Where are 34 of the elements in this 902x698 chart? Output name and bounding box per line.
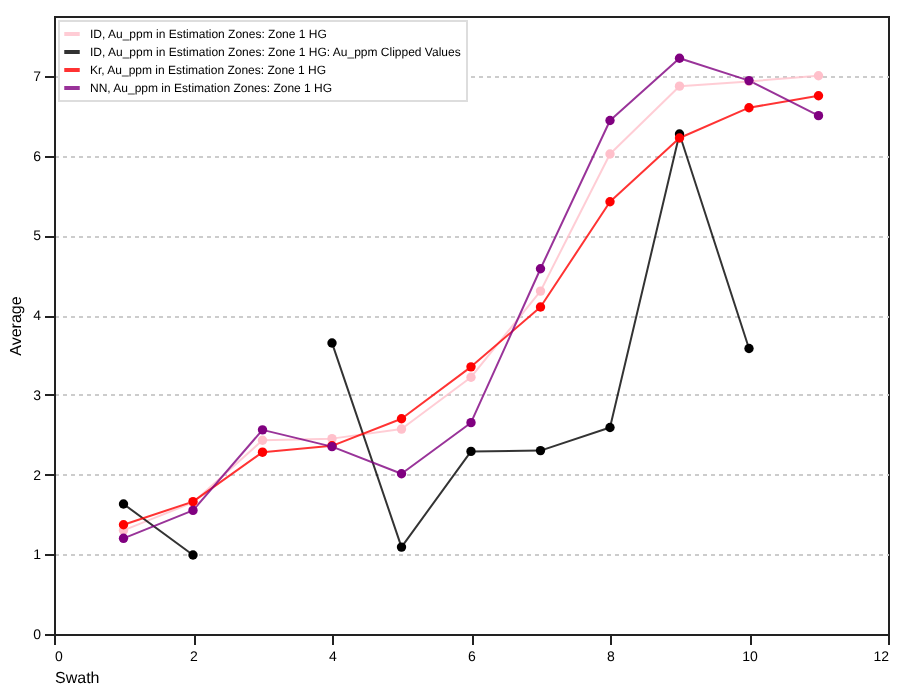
point xyxy=(257,447,268,457)
point xyxy=(813,111,824,121)
point xyxy=(605,115,615,126)
point xyxy=(257,435,268,445)
point xyxy=(396,542,407,552)
point xyxy=(744,343,754,354)
point xyxy=(535,302,546,312)
point xyxy=(813,91,824,101)
point xyxy=(605,149,615,159)
point xyxy=(188,505,198,516)
point xyxy=(605,197,615,207)
point xyxy=(118,520,129,530)
point xyxy=(396,469,407,479)
point xyxy=(466,418,476,428)
point xyxy=(188,550,198,560)
point xyxy=(118,499,129,509)
point xyxy=(535,264,546,274)
point xyxy=(674,81,685,91)
point xyxy=(466,362,476,372)
point xyxy=(605,422,615,433)
point xyxy=(257,425,268,435)
x-axis-title: Swath xyxy=(55,669,100,687)
point xyxy=(535,445,546,456)
point xyxy=(813,71,824,81)
point xyxy=(535,286,546,296)
point xyxy=(396,414,407,424)
point xyxy=(327,338,337,348)
point xyxy=(466,446,476,457)
point xyxy=(118,533,129,543)
point xyxy=(466,372,476,382)
point xyxy=(674,53,685,63)
point xyxy=(396,424,407,434)
y-axis-title: Average xyxy=(7,295,26,356)
point xyxy=(744,103,754,113)
